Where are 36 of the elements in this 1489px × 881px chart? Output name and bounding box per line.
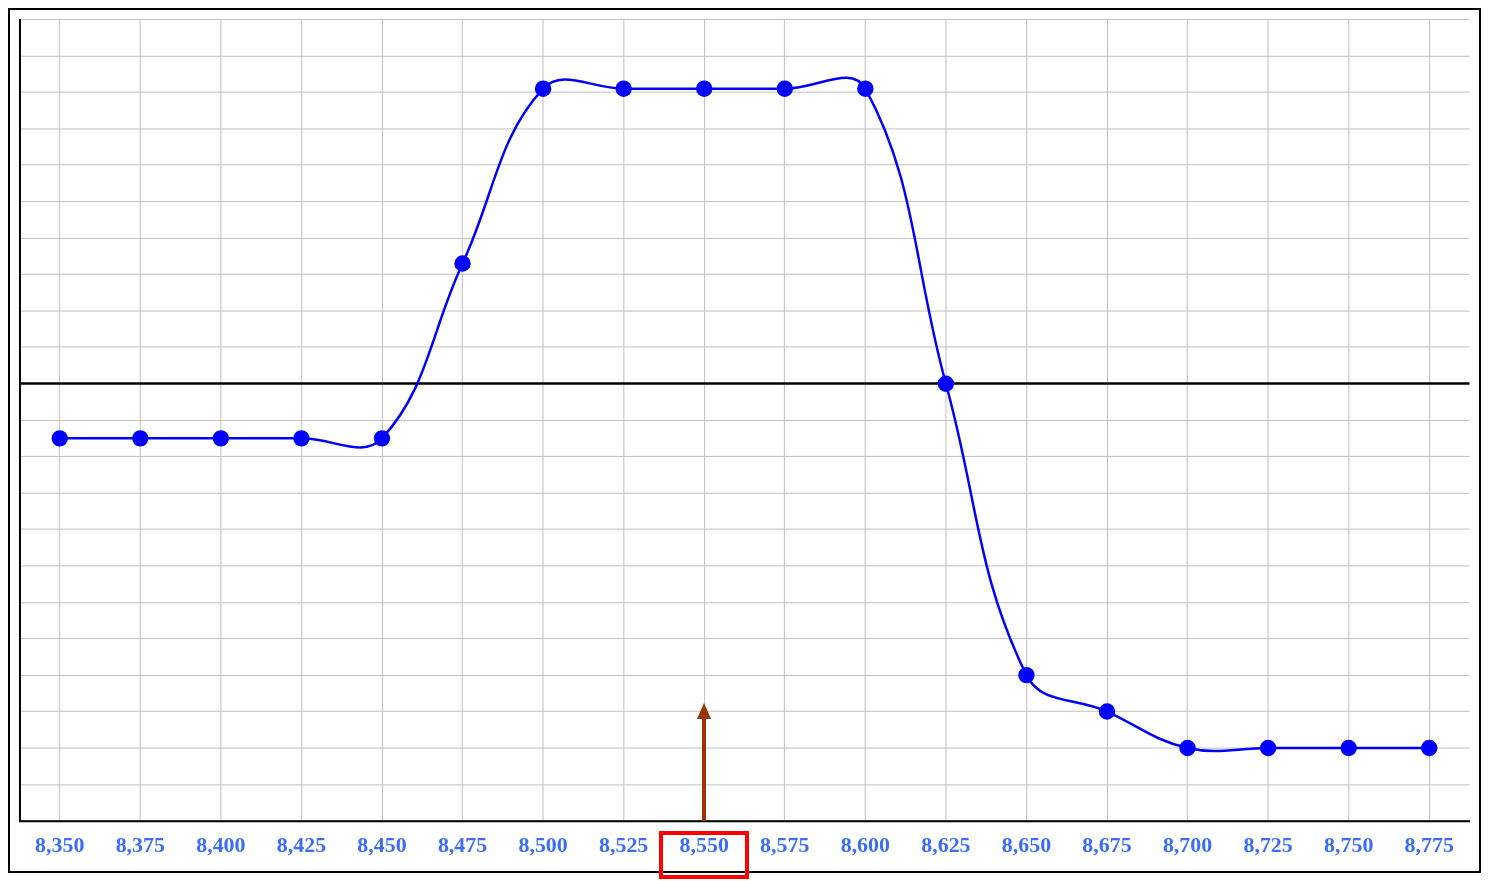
point	[454, 255, 471, 272]
point	[937, 375, 955, 392]
point	[373, 430, 391, 447]
x-tick-label: 8,700	[1162, 831, 1213, 857]
x-tick-label: 8,525	[598, 831, 649, 857]
x-tick-label: 8,350	[35, 831, 85, 857]
x-tick-label: 8,775	[1404, 831, 1454, 857]
x-tick-label: 8,450	[357, 831, 407, 857]
x-tick-label: 8,600	[840, 831, 891, 857]
x-tick-label: 8,575	[760, 831, 810, 857]
point	[1098, 703, 1116, 720]
point	[1259, 739, 1277, 757]
point	[1340, 739, 1357, 757]
x-tick-label: 8,675	[1082, 831, 1132, 857]
x-tick-label: 8,550	[679, 831, 729, 857]
point	[1179, 739, 1196, 757]
point	[1421, 739, 1438, 757]
point	[695, 80, 713, 97]
x-tick-label: 8,625	[921, 831, 971, 857]
point	[212, 430, 230, 447]
x-tick-label: 8,375	[115, 831, 166, 857]
x-tick-label: 8,400	[196, 831, 246, 857]
x-tick-label: 8,725	[1243, 831, 1293, 857]
point	[1018, 666, 1035, 684]
point	[857, 80, 874, 97]
point	[615, 80, 632, 97]
x-tick-label: 8,475	[437, 831, 488, 857]
x-tick-label: 8,500	[518, 831, 568, 857]
point	[293, 430, 310, 447]
point	[534, 80, 552, 97]
x-tick-label: 8,650	[1001, 831, 1052, 857]
point	[51, 430, 68, 447]
x-tick-label: 8,425	[276, 831, 327, 857]
x-tick-label: 8,750	[1324, 831, 1374, 857]
point	[776, 80, 794, 97]
point	[132, 430, 149, 447]
